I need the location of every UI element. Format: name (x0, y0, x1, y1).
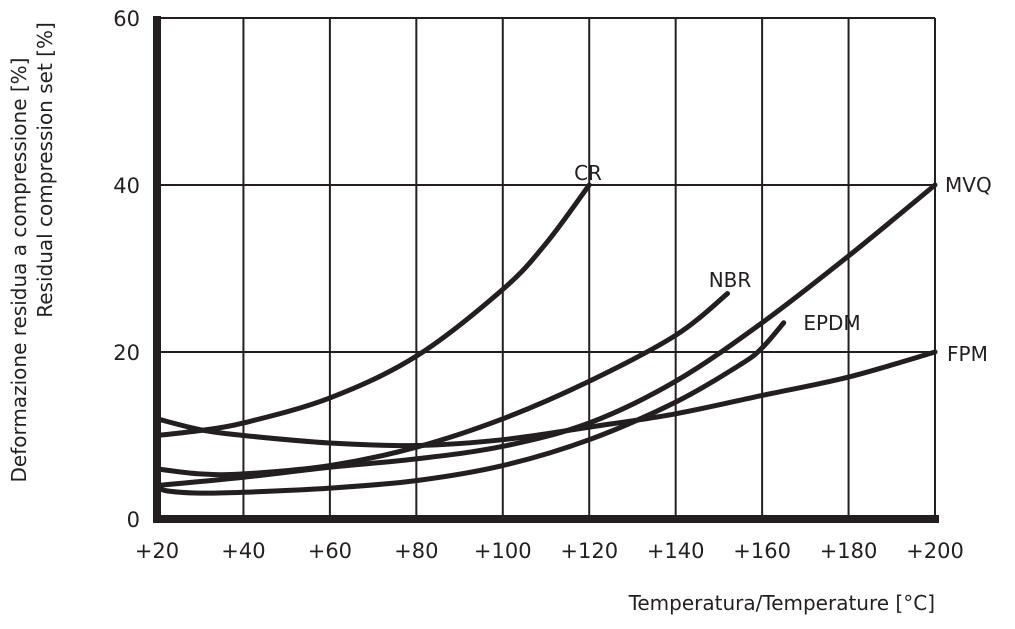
x-tick-label: +40 (221, 539, 265, 563)
x-tick-label: +80 (394, 539, 438, 563)
series-line-cr (154, 182, 592, 438)
series-labels: CR NBR EPDM MVQ FPM (574, 161, 992, 366)
x-tick-label: +160 (733, 539, 791, 563)
x-tick-label: +180 (820, 539, 878, 563)
x-tick-label: +140 (647, 539, 705, 563)
x-tick-label: +100 (474, 539, 532, 563)
x-tick-labels: +20 +40 +60 +80 +100 +120 +140 +160 +180 +200 (135, 539, 964, 563)
series-label-mvq: MVQ (945, 173, 992, 197)
series-label-epdm: EPDM (803, 311, 860, 335)
y-tick-labels: 0 20 40 60 (113, 7, 140, 532)
curves (154, 182, 938, 496)
grid (157, 17, 936, 519)
x-tick-label: +120 (560, 539, 618, 563)
y-tick-label: 40 (113, 174, 140, 198)
y-tick-label: 0 (127, 508, 140, 532)
y-tick-label: 20 (113, 341, 140, 365)
series-line-fpm (154, 349, 938, 449)
y-axis-label-it: Deformazione residua a compressione [%] (7, 58, 31, 483)
series-line-epdm (154, 320, 787, 496)
x-tick-label: +20 (135, 539, 179, 563)
y-axis-label-en: Residual compression set [%] (33, 22, 57, 318)
x-tick-label: +60 (308, 539, 352, 563)
x-tick-label: +200 (906, 539, 964, 563)
series-label-cr: CR (574, 161, 602, 185)
series-label-fpm: FPM (947, 342, 988, 366)
x-axis-label: Temperatura/Temperature [°C] (628, 591, 935, 615)
y-tick-label: 60 (113, 7, 140, 31)
series-label-nbr: NBR (709, 268, 752, 292)
axes (153, 16, 939, 523)
